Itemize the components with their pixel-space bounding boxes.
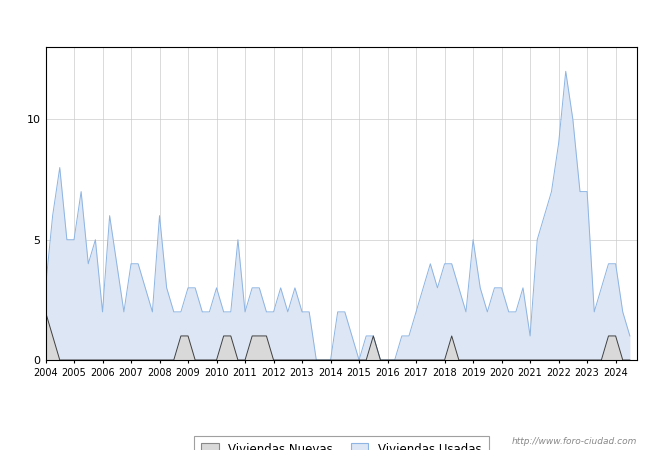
Legend: Viviendas Nuevas, Viviendas Usadas: Viviendas Nuevas, Viviendas Usadas: [194, 436, 489, 450]
Text: http://www.foro-ciudad.com: http://www.foro-ciudad.com: [512, 436, 637, 446]
Text: Ricote - Evolucion del Nº de Transacciones Inmobiliarias: Ricote - Evolucion del Nº de Transaccion…: [120, 12, 530, 27]
